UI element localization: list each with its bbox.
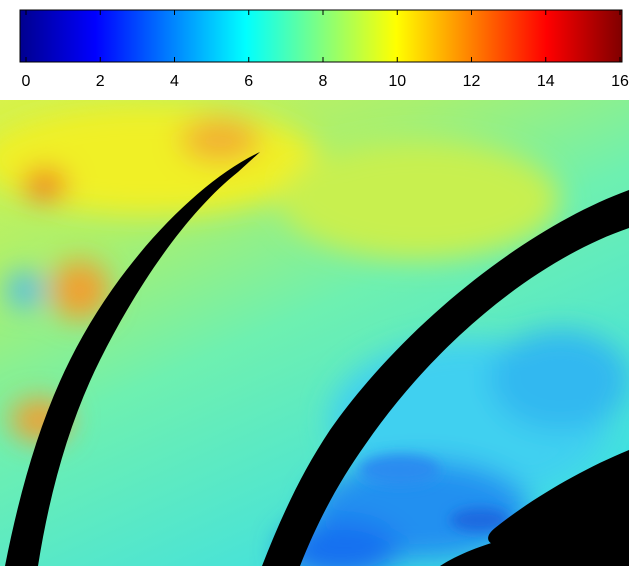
tick-label: 16 <box>611 73 629 90</box>
tick-label: 14 <box>537 73 555 90</box>
tick-label: 2 <box>96 73 105 90</box>
tick-label: 10 <box>388 73 406 90</box>
tick-label: 0 <box>22 73 31 90</box>
tick-label: 8 <box>319 73 328 90</box>
colorbar: 0 2 4 6 8 10 12 14 16 <box>20 10 629 90</box>
colorbar-fill <box>20 10 622 62</box>
tick-label: 4 <box>170 73 179 90</box>
figure: 0 2 4 6 8 10 12 14 16 <box>0 0 629 566</box>
field-image <box>0 100 629 566</box>
tick-label: 12 <box>463 73 481 90</box>
tick-label: 6 <box>244 73 253 90</box>
page: {"chart_data": {"type": "colorbar", "col… <box>0 0 629 566</box>
